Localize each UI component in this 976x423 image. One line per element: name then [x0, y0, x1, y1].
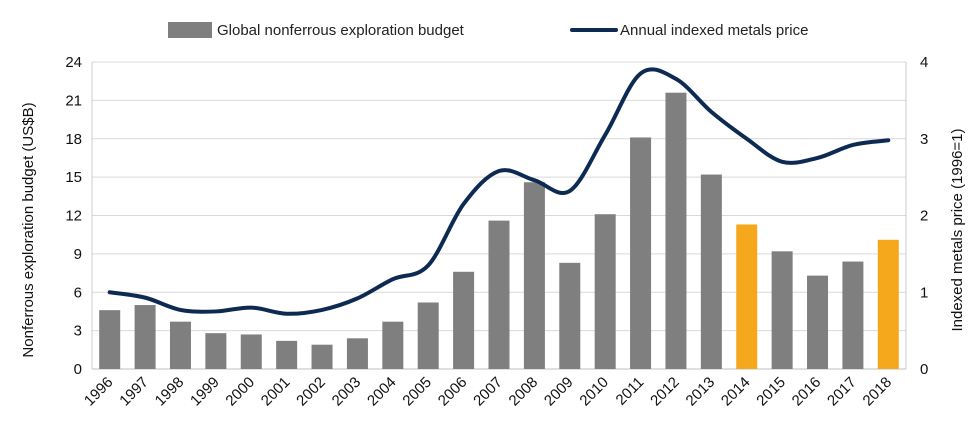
- bar-2002: [311, 344, 333, 369]
- x-tick-2010: 2010: [576, 374, 612, 410]
- left-tick-label: 0: [74, 361, 82, 378]
- left-tick-label: 24: [65, 54, 82, 71]
- left-axis-ticks: 0 3 6 9 12 15 18 21 24: [65, 54, 82, 378]
- bar-2013: [700, 174, 722, 369]
- x-tick-2003: 2003: [329, 374, 365, 410]
- bar-2004: [382, 321, 404, 369]
- bar-1997: [134, 305, 156, 369]
- price-line: [107, 67, 891, 316]
- x-tick-2018: 2018: [860, 374, 896, 410]
- legend-bar-swatch: [168, 22, 212, 38]
- x-tick-2004: 2004: [364, 374, 400, 410]
- left-tick-label: 18: [65, 131, 82, 148]
- bar-2001: [276, 340, 298, 369]
- x-tick-1998: 1998: [152, 374, 188, 410]
- x-tick-1997: 1997: [116, 374, 152, 410]
- x-tick-2007: 2007: [470, 374, 506, 410]
- right-axis-title: Indexed metals price (1996=1): [949, 128, 966, 331]
- bar-2018: [877, 239, 899, 369]
- bar-2007: [488, 220, 510, 369]
- x-tick-1999: 1999: [187, 374, 223, 410]
- bar-1998: [169, 321, 191, 369]
- x-tick-2014: 2014: [718, 374, 754, 410]
- bar-2008: [523, 182, 545, 369]
- bar-2014: [736, 224, 758, 369]
- x-tick-2012: 2012: [647, 374, 683, 410]
- x-tick-1996: 1996: [81, 374, 117, 410]
- bar-2005: [417, 302, 439, 369]
- right-tick-label: 3: [920, 131, 928, 148]
- x-tick-2009: 2009: [541, 374, 577, 410]
- bar-2017: [842, 261, 864, 369]
- bar-2000: [240, 334, 262, 369]
- left-tick-label: 21: [65, 92, 82, 109]
- left-tick-label: 9: [74, 246, 82, 263]
- bar-1999: [205, 333, 227, 369]
- left-tick-label: 15: [65, 169, 82, 186]
- bar-2003: [346, 338, 368, 369]
- left-tick-label: 6: [74, 284, 82, 301]
- bar-2006: [453, 271, 475, 369]
- x-tick-2016: 2016: [789, 374, 825, 410]
- legend-bar-label: Global nonferrous exploration budget: [217, 22, 465, 39]
- legend: Global nonferrous exploration budget Ann…: [168, 22, 808, 39]
- x-tick-2013: 2013: [683, 374, 719, 410]
- right-axis-ticks: 0 1 2 3 4: [920, 54, 928, 378]
- x-tick-2006: 2006: [435, 374, 471, 410]
- left-axis-title: Nonferrous exploration budget (US$B): [20, 102, 37, 357]
- x-tick-2000: 2000: [222, 374, 258, 410]
- right-tick-label: 4: [920, 54, 928, 71]
- bars: [99, 92, 899, 369]
- bar-2016: [807, 275, 829, 369]
- bar-2015: [771, 251, 793, 369]
- x-tick-2005: 2005: [399, 374, 435, 410]
- left-tick-label: 12: [65, 208, 82, 225]
- right-tick-label: 0: [920, 361, 928, 378]
- right-tick-label: 2: [920, 208, 928, 225]
- x-axis-ticks: 1996 1997 1998 1999 2000 2001 2002 2003 2004 2005…: [81, 374, 895, 410]
- x-tick-2015: 2015: [753, 374, 789, 410]
- bar-2011: [630, 137, 652, 369]
- right-tick-label: 1: [920, 284, 928, 301]
- bar-2010: [594, 214, 616, 369]
- legend-line-label: Annual indexed metals price: [620, 22, 808, 39]
- price-line-group: [107, 67, 891, 316]
- x-tick-2001: 2001: [258, 374, 294, 410]
- left-tick-label: 3: [74, 323, 82, 340]
- bar-2009: [559, 262, 581, 369]
- x-tick-2017: 2017: [824, 374, 860, 410]
- bar-1996: [99, 310, 121, 369]
- bar-2012: [665, 92, 687, 369]
- x-tick-2002: 2002: [293, 374, 329, 410]
- x-tick-2011: 2011: [613, 374, 648, 409]
- x-tick-2008: 2008: [506, 374, 542, 410]
